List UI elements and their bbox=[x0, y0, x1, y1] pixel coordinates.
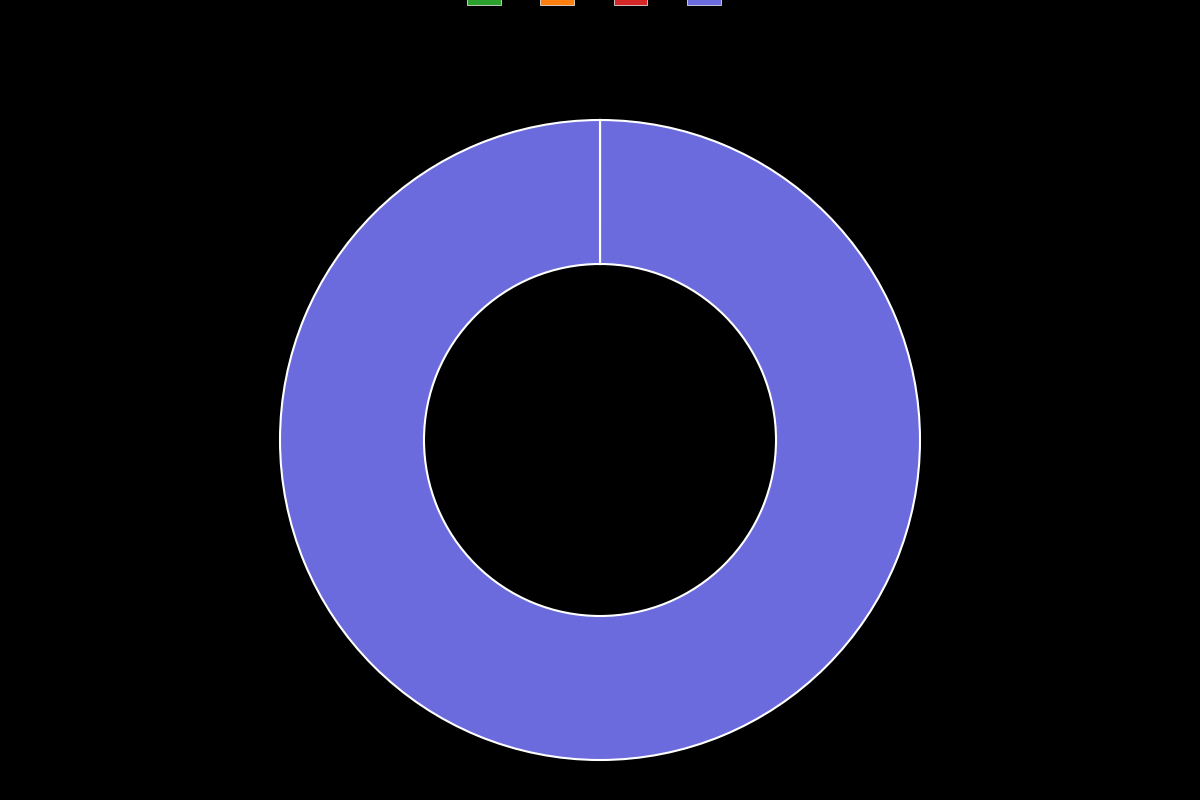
Wedge shape bbox=[280, 120, 920, 760]
Legend: , , , : , , , bbox=[461, 0, 739, 12]
